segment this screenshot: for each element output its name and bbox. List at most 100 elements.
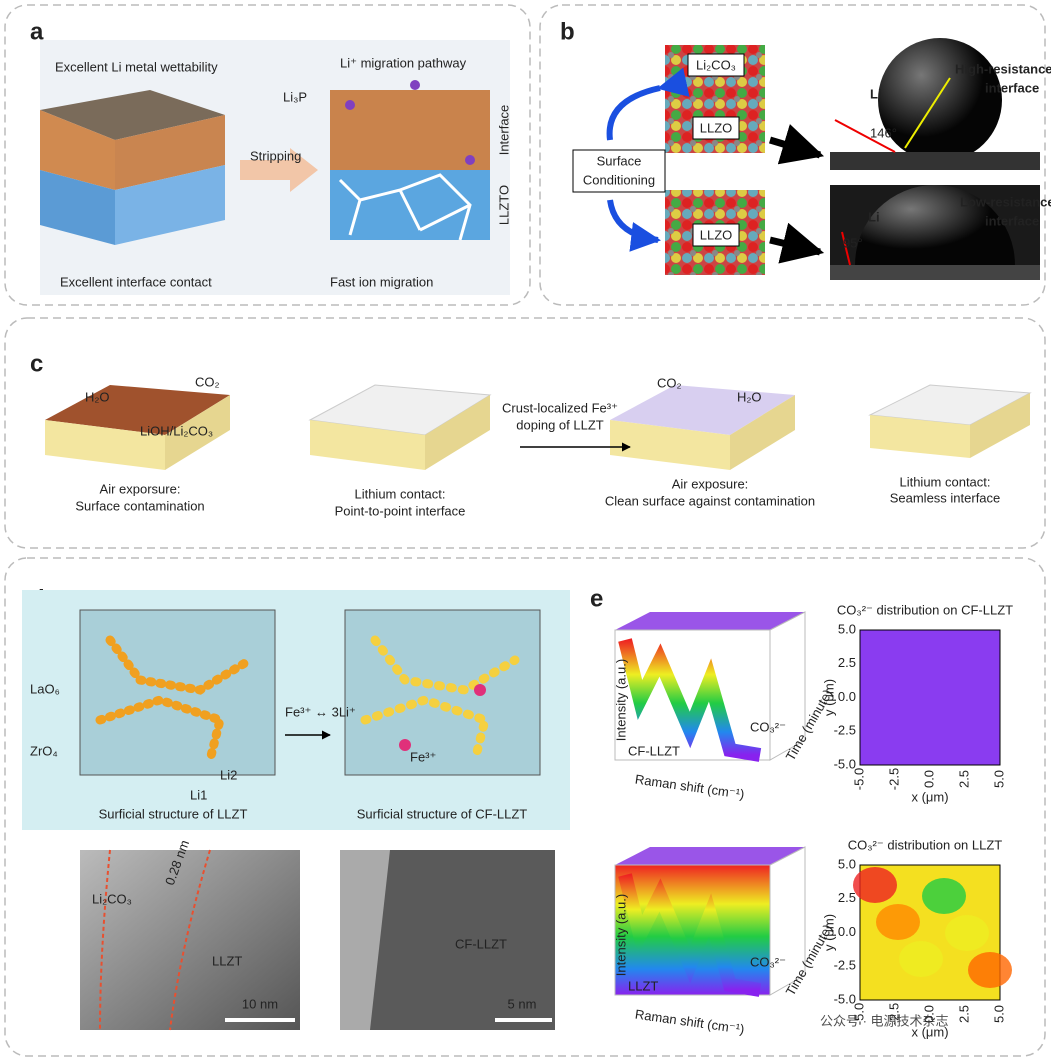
peak-label: CO₃²⁻	[750, 719, 786, 734]
x-tick-label: 2.5	[956, 1005, 971, 1023]
map-blob	[945, 915, 989, 951]
caption: Clean surface against contamination	[605, 493, 815, 508]
label: Li	[870, 86, 882, 101]
y-tick-label: -5.0	[834, 756, 856, 771]
block-front	[40, 170, 115, 245]
droplet	[878, 38, 1002, 162]
atom	[410, 80, 420, 90]
y-tick-label: 5.0	[838, 856, 856, 871]
caption: Seamless interface	[890, 490, 1001, 505]
arrow	[607, 199, 661, 252]
label: 95°	[843, 235, 863, 250]
caption: Surficial structure of LLZT	[99, 806, 248, 821]
panel-label: b	[560, 18, 575, 45]
label: 5 nm	[508, 996, 537, 1011]
map-blob	[922, 878, 966, 914]
label: LLZO	[700, 227, 733, 242]
spectrum-top	[615, 847, 805, 865]
label: LaO₆	[30, 681, 60, 696]
label-box	[692, 223, 740, 247]
block-front	[40, 110, 115, 190]
slab-side	[425, 395, 490, 470]
tem-image	[80, 850, 300, 1030]
block-top	[40, 90, 225, 140]
llzto-layer	[330, 170, 490, 240]
caption: Li⁺ migration pathway	[340, 55, 467, 70]
spectrum-side	[769, 611, 806, 761]
grain-boundary	[338, 173, 472, 241]
label: Stripping	[250, 148, 301, 163]
label: CO₂	[195, 374, 220, 389]
slab-top	[610, 385, 795, 435]
label: Li₂CO₃	[696, 57, 736, 72]
panel-frame	[4, 317, 1046, 549]
caption: Surficial structure of CF-LLZT	[357, 806, 528, 821]
label: Li2	[220, 767, 237, 782]
panel-b: b Li₂CO₃ LLZO LLZO Surface Conditioning …	[560, 18, 1051, 280]
axis-label: Raman shift (cm⁻¹)	[634, 772, 745, 802]
y-tick-label: 0.0	[838, 689, 856, 704]
arrow	[769, 222, 825, 264]
y-tick-label: -2.5	[834, 723, 856, 738]
caption: Excellent Li metal wettability	[55, 59, 218, 74]
label: LLZO	[700, 120, 733, 135]
sample-label: CF-LLZT	[628, 743, 680, 758]
label: Surface	[597, 153, 642, 168]
slab-side	[165, 395, 230, 470]
label: H₂O	[85, 389, 110, 404]
label: Fe³⁺	[410, 749, 436, 764]
axis-label: x (μm)	[911, 789, 948, 804]
label: Li₃P	[283, 89, 307, 104]
spectrum-side	[769, 846, 806, 996]
x-tick-label: -2.5	[886, 1003, 901, 1025]
label: Interface	[496, 105, 511, 156]
unit-cell	[79, 609, 276, 776]
panel-frame	[4, 557, 1046, 1057]
caption: Crust-localized Fe³⁺	[502, 400, 618, 415]
map-blob	[968, 952, 1012, 988]
panel-frame	[4, 4, 531, 306]
label: LLZTO	[496, 185, 511, 225]
map-title: CO₃²⁻ distribution on LLZT	[848, 837, 1003, 852]
map-title: CO₃²⁻ distribution on CF-LLZT	[837, 602, 1013, 617]
caption: Fast ion migration	[330, 274, 433, 289]
label: interface	[985, 213, 1039, 228]
slab-front	[310, 420, 425, 470]
map-blob	[899, 941, 943, 977]
panel-a: a Excellent Li metal wettability Li⁺ mig…	[30, 18, 511, 295]
slab-top	[45, 385, 230, 435]
x-tick-label: -2.5	[886, 768, 901, 790]
caption: Lithium contact:	[899, 474, 990, 489]
peak-label: CO₃²⁻	[750, 954, 786, 969]
angle-line	[834, 119, 896, 153]
substrate	[830, 265, 1040, 280]
y-tick-label: 5.0	[838, 621, 856, 636]
arrow	[768, 124, 825, 165]
caption: doping of LLZT	[516, 417, 604, 432]
substrate	[830, 152, 1040, 170]
slab-front	[610, 420, 730, 470]
caption: Air exposure:	[672, 476, 749, 491]
slab-front	[45, 420, 165, 470]
label: Fe³⁺ ↔ 3Li⁺	[285, 704, 356, 719]
label: LLZT	[212, 953, 242, 968]
axis-label: y (μm)	[821, 914, 836, 951]
label: Li1	[190, 787, 207, 802]
fe-atom	[399, 739, 411, 751]
unit-cell	[344, 609, 541, 776]
atom	[345, 100, 355, 110]
axis-label: Raman shift (cm⁻¹)	[634, 1007, 745, 1037]
label: High-resistance	[955, 61, 1051, 76]
spectrum-ridge	[618, 638, 762, 762]
label: Li	[868, 209, 880, 224]
map-blob	[853, 867, 897, 903]
panel-c: c H₂O CO₂ LiOH/Li₂CO₃ Air exporsure: Sur…	[30, 350, 1032, 518]
slab-side	[730, 395, 795, 470]
label-box	[687, 53, 745, 77]
interface-layer	[330, 90, 490, 170]
y-tick-label: 2.5	[838, 655, 856, 670]
x-tick-label: 0.0	[921, 1005, 936, 1023]
label-box	[572, 149, 666, 193]
panel-label: e	[590, 585, 603, 612]
